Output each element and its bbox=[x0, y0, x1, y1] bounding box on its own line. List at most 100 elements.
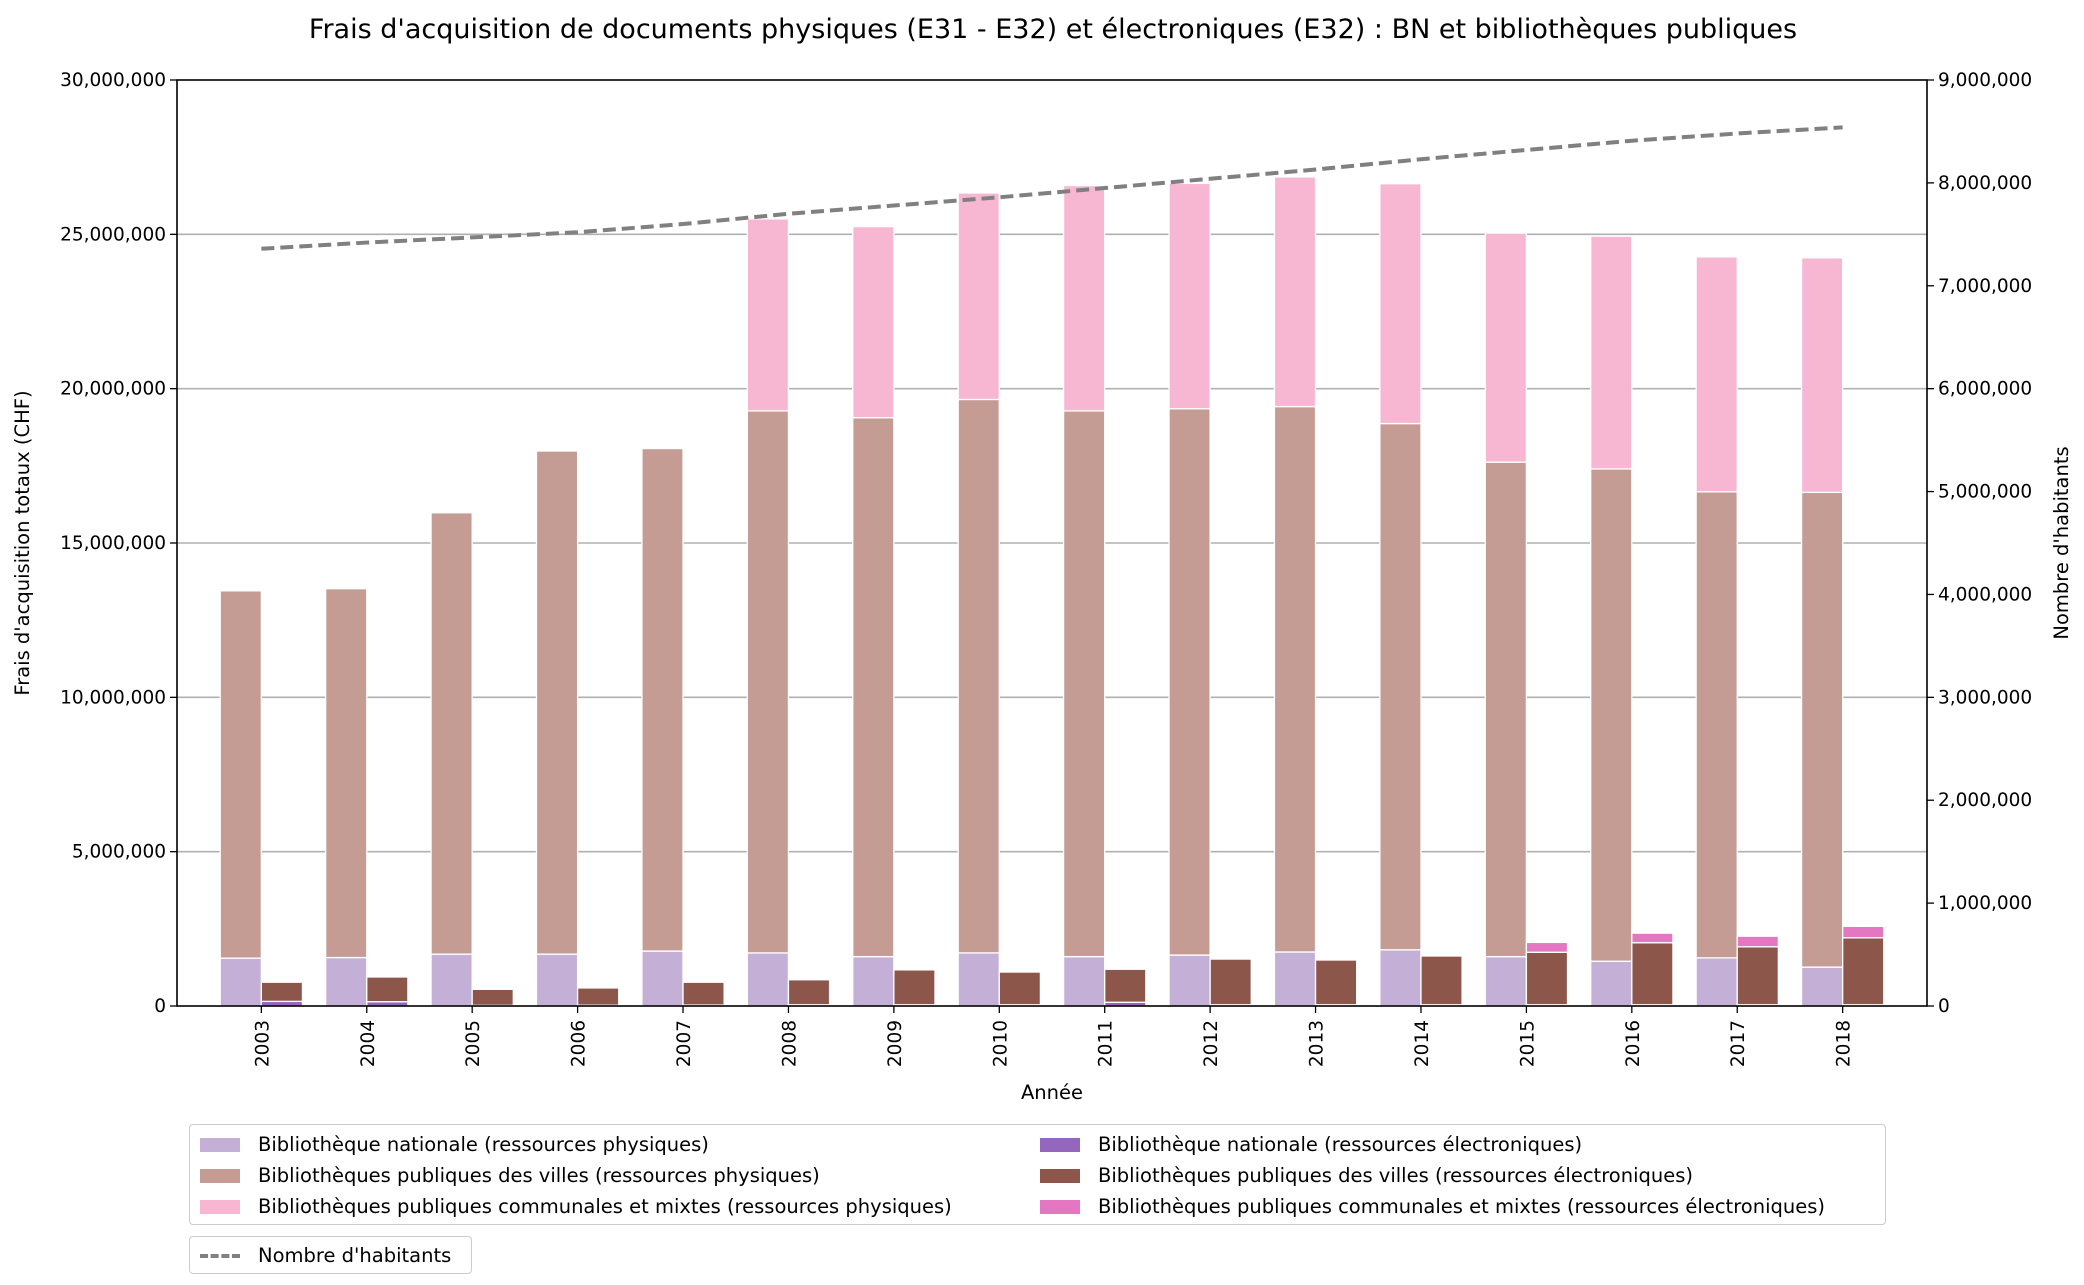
bar-segment bbox=[1695, 957, 1738, 1007]
legend-bars: Bibliothèque nationale (ressources physi… bbox=[189, 1124, 1886, 1225]
x-tick-label: 2006 bbox=[569, 1020, 590, 1067]
bar-segment bbox=[1842, 925, 1885, 939]
bar-segment bbox=[746, 410, 790, 954]
bar-segment bbox=[787, 979, 831, 1006]
x-tick-label: 2017 bbox=[1728, 1020, 1749, 1067]
bar-segment bbox=[1800, 257, 1844, 494]
legend-label: Bibliothèques publiques des villes (ress… bbox=[1098, 1164, 1693, 1187]
legend-label: Bibliothèques publiques communales et mi… bbox=[258, 1195, 952, 1218]
x-tick-label: 2011 bbox=[1096, 1020, 1117, 1067]
bar-segment bbox=[1590, 235, 1633, 470]
bar-segment bbox=[1525, 941, 1569, 953]
y-tick-label: 15,000,000 bbox=[60, 533, 166, 554]
population-line bbox=[261, 125, 1843, 251]
bar-segment bbox=[219, 590, 262, 959]
x-tick-label: 2009 bbox=[885, 1020, 906, 1067]
x-tick-label: 2003 bbox=[252, 1020, 273, 1067]
y2-tick-label: 6,000,000 bbox=[1938, 379, 2032, 400]
x-tick-label: 2007 bbox=[674, 1020, 695, 1067]
bar-segment bbox=[535, 450, 579, 955]
population-line-layer bbox=[261, 125, 1843, 251]
x-tick-label: 2015 bbox=[1517, 1020, 1538, 1067]
legend-item-villes-electronic: Bibliothèques publiques des villes (ress… bbox=[1040, 1164, 1693, 1187]
bar-segment bbox=[324, 956, 368, 1007]
legend-label: Bibliothèque nationale (ressources physi… bbox=[258, 1133, 709, 1156]
bar-segment bbox=[430, 953, 473, 1007]
bar-segment bbox=[1484, 955, 1528, 1007]
y2-axis-title: Nombre d'habitants bbox=[2050, 446, 2073, 639]
bar-segment bbox=[641, 447, 684, 952]
bar-segment bbox=[1062, 955, 1106, 1007]
bar-segment bbox=[260, 981, 304, 1003]
bar-segment bbox=[746, 952, 790, 1007]
y2-tick-label: 8,000,000 bbox=[1938, 173, 2032, 194]
bar-segment bbox=[1695, 256, 1738, 493]
x-tick-label: 2004 bbox=[358, 1020, 379, 1067]
y-tick-label: 25,000,000 bbox=[60, 224, 166, 245]
bar-segment bbox=[998, 971, 1042, 1006]
y-axis-title: Frais d'acquisition totaux (CHF) bbox=[11, 390, 34, 695]
bar-segment bbox=[1590, 468, 1633, 962]
legend-line: Nombre d'habitants bbox=[189, 1236, 472, 1274]
x-tick-label: 2014 bbox=[1412, 1020, 1433, 1067]
legend-item-villes-physical: Bibliothèques publiques des villes (ress… bbox=[200, 1164, 820, 1187]
bar-segment bbox=[1273, 405, 1317, 953]
y-tick-label: 10,000,000 bbox=[60, 687, 166, 708]
y-tick-label: 5,000,000 bbox=[72, 842, 166, 863]
bar-segment bbox=[324, 588, 368, 959]
x-tick-label: 2005 bbox=[463, 1020, 484, 1067]
bar-segment bbox=[1590, 960, 1633, 1007]
y2-tick-label: 9,000,000 bbox=[1938, 70, 2032, 91]
bar-segment bbox=[1484, 461, 1528, 958]
bar-segment bbox=[1420, 955, 1463, 1006]
bar-segment bbox=[1484, 232, 1528, 463]
legend-item-bn-electronic: Bibliothèque nationale (ressources élect… bbox=[1040, 1133, 1582, 1156]
bar-segment bbox=[1800, 966, 1844, 1007]
x-tick-label: 2013 bbox=[1307, 1020, 1328, 1067]
x-axis-title: Année bbox=[1021, 1081, 1083, 1104]
legend-swatch bbox=[1040, 1137, 1080, 1152]
legend-label: Bibliothèques publiques des villes (ress… bbox=[258, 1164, 820, 1187]
y2-tick-label: 0 bbox=[1938, 996, 1950, 1017]
chart-title: Frais d'acquisition de documents physiqu… bbox=[309, 14, 1797, 45]
y2-tick-label: 2,000,000 bbox=[1938, 790, 2032, 811]
y2-tick-label: 4,000,000 bbox=[1938, 584, 2032, 605]
bar-segment bbox=[1062, 184, 1106, 412]
left-axis-ticks: 0 5,000,000 10,000,000 15,000,000 20,000,000… bbox=[60, 70, 177, 1017]
legend-item-bn-physical: Bibliothèque nationale (ressources physi… bbox=[200, 1133, 709, 1156]
y2-tick-label: 7,000,000 bbox=[1938, 276, 2032, 297]
legend-swatch bbox=[200, 1199, 240, 1214]
x-tick-label: 2010 bbox=[990, 1020, 1011, 1067]
legend-dash-swatch bbox=[200, 1253, 240, 1258]
bar-segment bbox=[430, 512, 473, 955]
bar-segment bbox=[1209, 958, 1252, 1006]
legend-item-communales-electronic: Bibliothèques publiques communales et mi… bbox=[1040, 1195, 1825, 1218]
bar-segment bbox=[366, 976, 409, 1003]
bar-segment bbox=[641, 950, 684, 1007]
x-tick-label: 2016 bbox=[1623, 1020, 1644, 1067]
x-tick-label: 2008 bbox=[779, 1020, 800, 1067]
bar-segment bbox=[535, 953, 579, 1007]
bar-segment bbox=[852, 225, 895, 419]
bar-segment bbox=[1736, 935, 1780, 948]
x-tick-label: 2018 bbox=[1834, 1020, 1855, 1067]
x-tick-label: 2012 bbox=[1201, 1020, 1222, 1067]
legend-item-population: Nombre d'habitants bbox=[200, 1244, 451, 1267]
bar-segment bbox=[1695, 491, 1738, 959]
bar-segment bbox=[852, 955, 895, 1007]
bars bbox=[219, 176, 1885, 1007]
right-axis-ticks: 0 1,000,000 2,000,000 3,000,000 4,000,000 5,0… bbox=[1927, 70, 2032, 1017]
bar-segment bbox=[1314, 959, 1358, 1006]
bar-segment bbox=[219, 957, 262, 1007]
y2-tick-label: 3,000,000 bbox=[1938, 687, 2032, 708]
bar-segment bbox=[1800, 491, 1844, 968]
y-tick-label: 0 bbox=[154, 996, 166, 1017]
y2-tick-label: 5,000,000 bbox=[1938, 482, 2032, 503]
bar-segment bbox=[471, 988, 514, 1007]
x-axis-ticks: 2003 2004 2005 2006 2007 2008 2009 2010 2011 2012… bbox=[252, 1006, 1855, 1067]
bar-segment bbox=[957, 398, 1000, 954]
legend-swatch bbox=[1040, 1199, 1080, 1214]
bar-segment bbox=[957, 192, 1000, 401]
bar-segment bbox=[1525, 951, 1569, 1006]
